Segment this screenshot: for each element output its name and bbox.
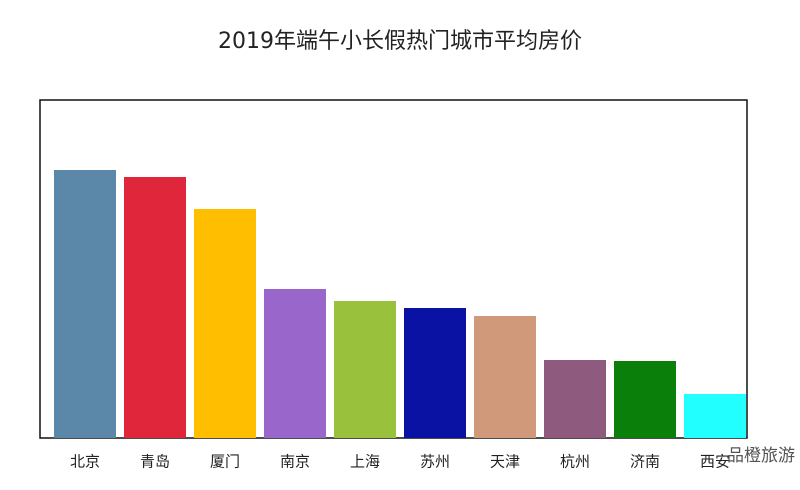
bar xyxy=(264,289,326,438)
x-tick-label: 苏州 xyxy=(420,453,450,471)
x-tick-label: 西安 xyxy=(700,453,730,471)
bar xyxy=(474,316,536,438)
x-tick-label: 上海 xyxy=(350,453,380,471)
x-tick-label: 杭州 xyxy=(560,453,590,471)
x-tick-label: 济南 xyxy=(630,453,660,471)
x-tick-label: 北京 xyxy=(70,453,100,471)
bar xyxy=(614,361,676,438)
x-tick-label: 南京 xyxy=(280,453,310,471)
bar xyxy=(404,308,466,438)
bar xyxy=(334,301,396,438)
bar xyxy=(54,170,116,438)
x-tick-label: 厦门 xyxy=(210,453,240,471)
bar xyxy=(124,177,186,438)
bar xyxy=(684,394,746,438)
bar xyxy=(544,360,606,438)
x-tick-label: 天津 xyxy=(490,453,520,471)
chart-title: 2019年端午小长假热门城市平均房价 xyxy=(218,29,582,54)
bar xyxy=(194,209,256,438)
watermark: 品橙旅游 xyxy=(727,446,795,466)
x-tick-label: 青岛 xyxy=(140,453,170,471)
